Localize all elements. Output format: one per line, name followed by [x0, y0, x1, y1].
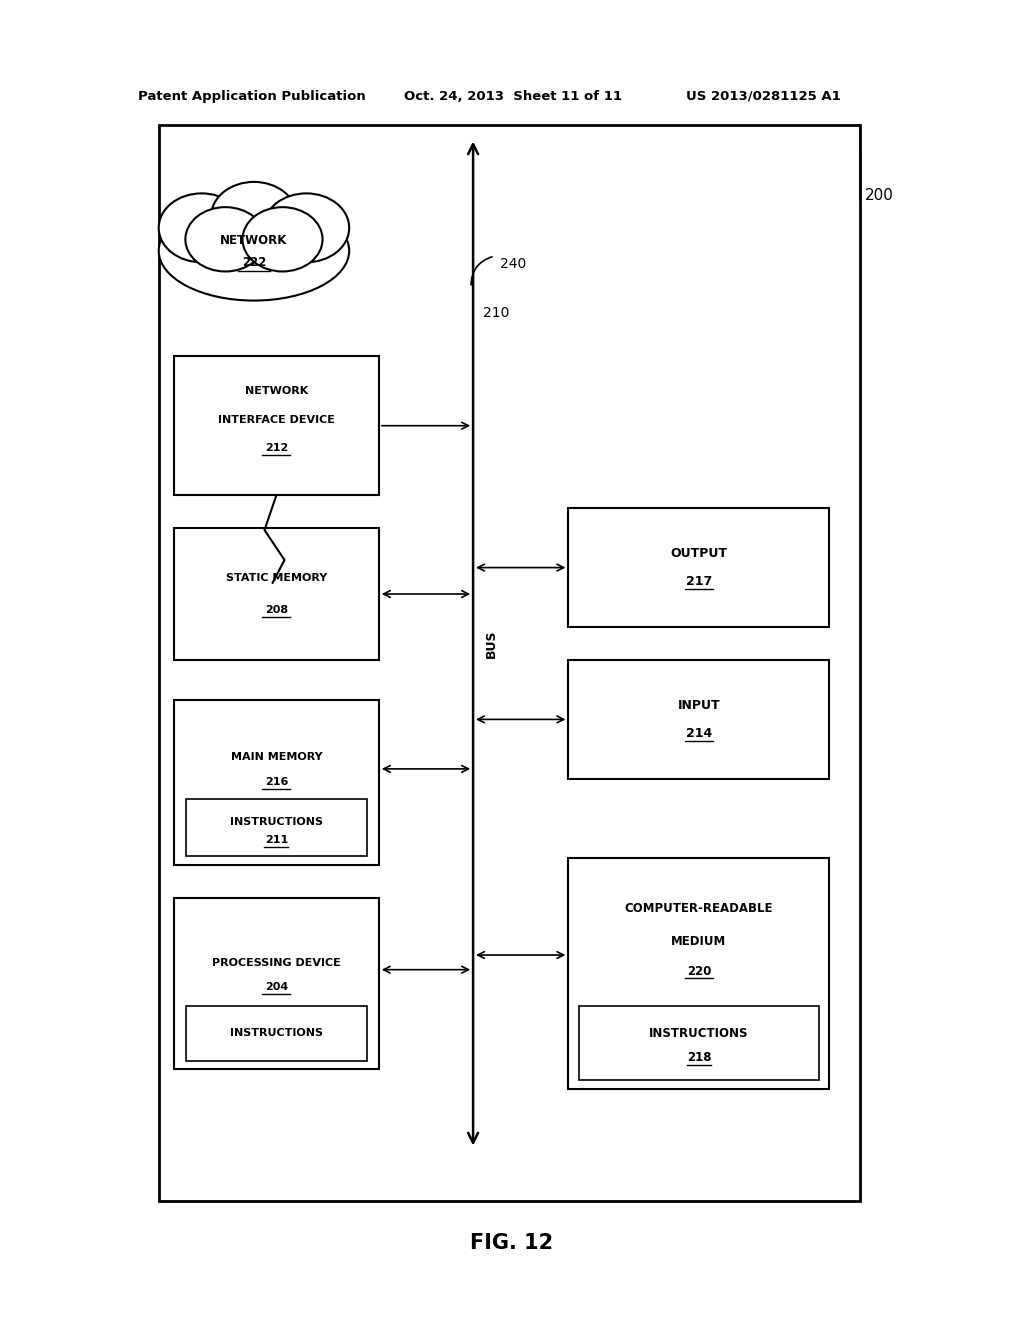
Text: 204: 204 [265, 982, 288, 991]
Bar [568, 508, 829, 627]
Ellipse shape [159, 193, 245, 263]
Ellipse shape [185, 207, 265, 272]
Text: 200: 200 [865, 187, 894, 203]
Bar [186, 799, 367, 857]
Text: OUTPUT: OUTPUT [671, 546, 727, 560]
Ellipse shape [159, 201, 349, 301]
Text: 240: 240 [500, 257, 526, 271]
Text: INSTRUCTIONS: INSTRUCTIONS [230, 817, 323, 826]
Bar [568, 660, 829, 779]
Text: STATIC MEMORY: STATIC MEMORY [226, 573, 327, 583]
Text: US 2013/0281125 A1: US 2013/0281125 A1 [686, 90, 841, 103]
Ellipse shape [211, 182, 297, 251]
Text: 218: 218 [687, 1051, 711, 1064]
Bar [174, 898, 379, 1069]
Text: Patent Application Publication: Patent Application Publication [138, 90, 366, 103]
Text: MEDIUM: MEDIUM [672, 935, 726, 948]
Text: 217: 217 [686, 576, 712, 589]
Bar [174, 356, 379, 495]
Text: NETWORK: NETWORK [245, 385, 308, 396]
Text: INTERFACE DEVICE: INTERFACE DEVICE [218, 416, 335, 425]
Text: 214: 214 [686, 727, 712, 741]
Ellipse shape [263, 193, 349, 263]
Text: FIG. 12: FIG. 12 [470, 1233, 554, 1254]
Text: BUS: BUS [485, 630, 498, 657]
Text: 212: 212 [265, 444, 288, 453]
Text: INSTRUCTIONS: INSTRUCTIONS [230, 1028, 323, 1038]
Ellipse shape [243, 207, 323, 272]
Text: 216: 216 [265, 777, 288, 787]
Text: 220: 220 [687, 965, 711, 978]
Text: MAIN MEMORY: MAIN MEMORY [230, 752, 323, 763]
Bar [579, 1006, 819, 1080]
Bar [568, 858, 829, 1089]
Text: INSTRUCTIONS: INSTRUCTIONS [649, 1027, 749, 1040]
Text: PROCESSING DEVICE: PROCESSING DEVICE [212, 958, 341, 968]
Text: 208: 208 [265, 605, 288, 615]
Text: 211: 211 [265, 836, 288, 845]
Text: Oct. 24, 2013  Sheet 11 of 11: Oct. 24, 2013 Sheet 11 of 11 [404, 90, 623, 103]
Text: NETWORK: NETWORK [220, 235, 288, 247]
Bar [186, 1006, 367, 1061]
Text: 210: 210 [483, 306, 510, 319]
Bar [159, 125, 860, 1201]
Text: INPUT: INPUT [678, 698, 720, 711]
Text: COMPUTER-READABLE: COMPUTER-READABLE [625, 903, 773, 915]
Bar [174, 700, 379, 865]
Bar [174, 528, 379, 660]
Text: 222: 222 [242, 256, 266, 269]
